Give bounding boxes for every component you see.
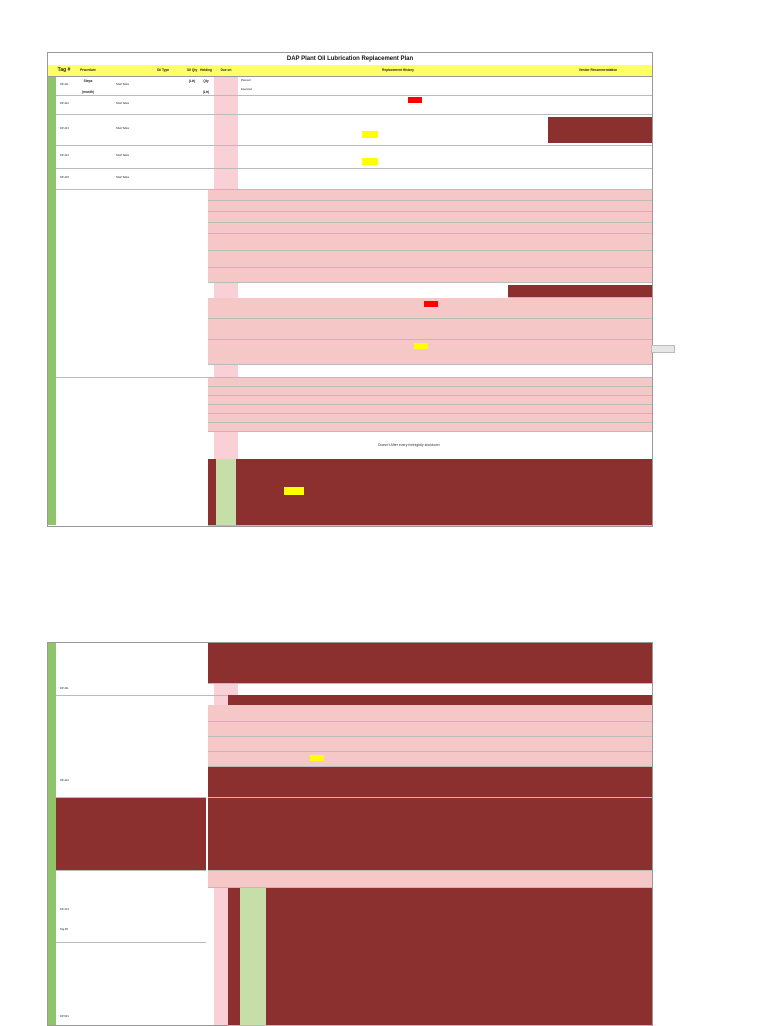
green-column [216,459,236,525]
alert-cell [424,301,438,307]
table-row [208,414,652,423]
table-row [208,705,652,722]
header-due-on: Due on [220,68,232,72]
green-column [240,888,266,1025]
header-replacement-history: Replacement History [382,68,414,72]
table-row [208,722,652,737]
table-row [208,319,652,340]
table-row [208,752,652,767]
vendor-dark-cell [548,117,652,143]
table-row [208,234,652,251]
table-row [208,871,652,888]
table-row [56,365,652,378]
row-tag: DP-411 [60,83,69,86]
dark-block [56,798,206,871]
row-oil-type: Shell Tellus [116,127,130,130]
row-tag: DP-412 [60,102,69,105]
table-row [208,251,652,268]
dark-block [208,767,652,798]
row-tag: DP-412 [60,779,69,782]
row-tag: DP-413 [60,127,69,130]
table-row [208,298,652,319]
highlight-cell [284,487,304,495]
row-tag: DP-413 [60,908,69,911]
highlight-cell [310,755,324,761]
table-row [208,387,652,396]
header-oil-type: Oil Type [156,68,170,72]
row-planned-label: Planned [241,79,251,82]
table-row [208,190,652,201]
row-oil-type: Shell Tellus [116,83,130,86]
row-tag: DP-415 [60,176,69,179]
table-row [208,737,652,752]
table-row [208,405,652,414]
table-row [208,378,652,387]
table-row [208,268,652,283]
sheet-page-1: DAP Plant Oil Lubrication Replacement Pl… [47,52,653,527]
side-chip [651,345,675,353]
table-row [208,212,652,223]
header-hold-qty: Holding Qty (Ltr) [200,68,212,94]
footer-tag: DP-521 [60,1015,69,1018]
table-row: DP-415 Shell Tellus [56,169,652,190]
table-row [208,340,652,365]
header-vendor: Vendor Recommendation [578,68,618,72]
dark-block [208,643,652,684]
row-tag: DP-411 [60,687,69,690]
table-row [208,201,652,212]
category-column [48,77,56,525]
table-row: DP-413 Tag ## [56,888,206,943]
row-oil-type: Shell Tellus [116,176,130,179]
row-oil-type: Shell Tellus [116,102,130,105]
table-row [208,223,652,234]
header-oil-qty: Oil Qty (Ltr) [186,68,198,83]
alert-cell [408,97,422,103]
row-tag: DP-414 [60,154,69,157]
dark-block [208,798,652,871]
dark-block [208,459,652,526]
header-tag: Tag # [57,67,71,73]
header-procedure: Procedure Steps (month) [80,68,96,94]
table-row [508,285,652,298]
dark-block [228,888,652,1026]
table-row [208,396,652,405]
table-row: DP-413 Shell Tellus [56,115,652,146]
highlight-cell [362,158,378,165]
row-executed-label: Executed [241,88,252,91]
table-row: DP-414 Shell Tellus [56,146,652,169]
category-column [48,643,56,1025]
highlight-cell [362,131,378,138]
highlight-cell [414,343,428,349]
tag-label: Tag ## [60,928,68,931]
table-row: DP-411 Shell Tellus Planned Executed [56,77,652,96]
row-oil-type: Shell Tellus [116,154,130,157]
fortnightly-note: Doesn't After every fortnightly shutdown [378,443,440,447]
table-row: DP-412 Shell Tellus [56,96,652,115]
table-row: DP-412 [56,767,206,798]
table-row [208,423,652,432]
sheet-page-2: DP-411 DP-412 DP-413 Tag ## DP-521 [47,642,653,1026]
header-row: Tag # Procedure Steps (month) Oil Type O… [48,65,652,94]
